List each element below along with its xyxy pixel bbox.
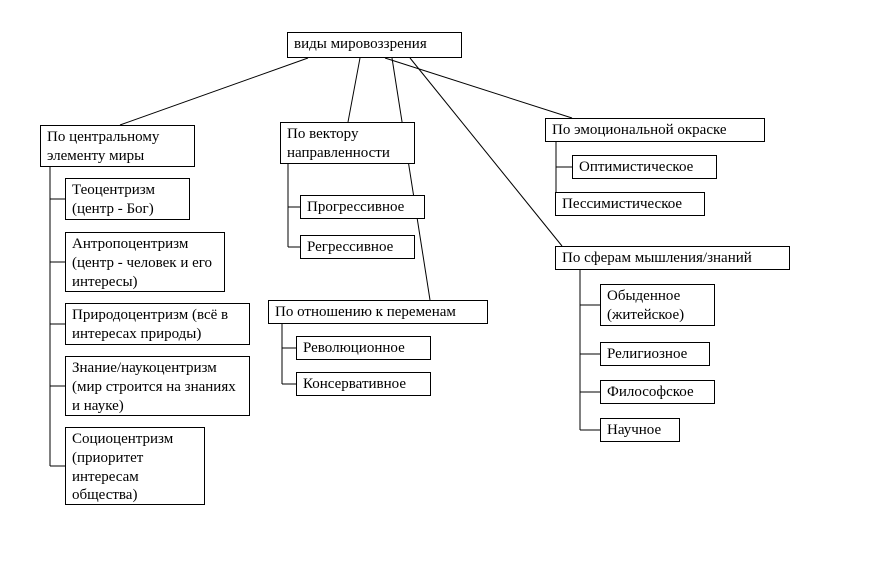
branch-central-item-1: Антропоцентризм (центр - человек и его и… (65, 232, 225, 292)
branch-central-item-4: Социоцентризм (приоритет интересам общес… (65, 427, 205, 505)
branch-central-header: По центральному элементу миры (40, 125, 195, 167)
branch-vector-header: По вектору направленности (280, 122, 415, 164)
branch-emotion-item-1: Пессимистическое (555, 192, 705, 216)
branch-emotion-item-0: Оптимистическое (572, 155, 717, 179)
branch-sphere-item-2: Философское (600, 380, 715, 404)
branch-sphere-item-1: Религиозное (600, 342, 710, 366)
branch-central-item-0: Теоцентризм (центр - Бог) (65, 178, 190, 220)
branch-vector-item-1: Регрессивное (300, 235, 415, 259)
branch-emotion-header: По эмоциональной окраске (545, 118, 765, 142)
edge (385, 58, 572, 118)
branch-central-item-2: Природоцентризм (всё в интересах природы… (65, 303, 250, 345)
edge (392, 58, 430, 300)
branch-sphere-item-3: Научное (600, 418, 680, 442)
branch-change-item-1: Консервативное (296, 372, 431, 396)
branch-vector-item-0: Прогрессивное (300, 195, 425, 219)
edge (410, 58, 562, 246)
edge (120, 58, 308, 125)
branch-sphere-header: По сферам мышления/знаний (555, 246, 790, 270)
root-node: виды мировоззрения (287, 32, 462, 58)
branch-change-header: По отношению к переменам (268, 300, 488, 324)
branch-central-item-3: Знание/наукоцентризм (мир строится на зн… (65, 356, 250, 416)
branch-change-item-0: Революционное (296, 336, 431, 360)
edge (348, 58, 360, 122)
branch-sphere-item-0: Обыденное (житейское) (600, 284, 715, 326)
